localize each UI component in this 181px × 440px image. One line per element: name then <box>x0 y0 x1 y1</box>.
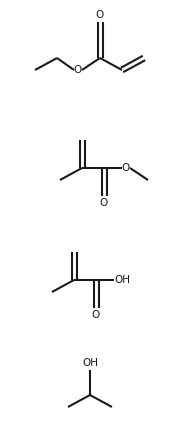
Text: O: O <box>100 198 108 208</box>
Text: O: O <box>74 65 82 75</box>
Text: OH: OH <box>82 358 98 368</box>
Text: O: O <box>122 163 130 173</box>
Text: O: O <box>92 310 100 320</box>
Text: OH: OH <box>114 275 130 285</box>
Text: O: O <box>96 10 104 20</box>
